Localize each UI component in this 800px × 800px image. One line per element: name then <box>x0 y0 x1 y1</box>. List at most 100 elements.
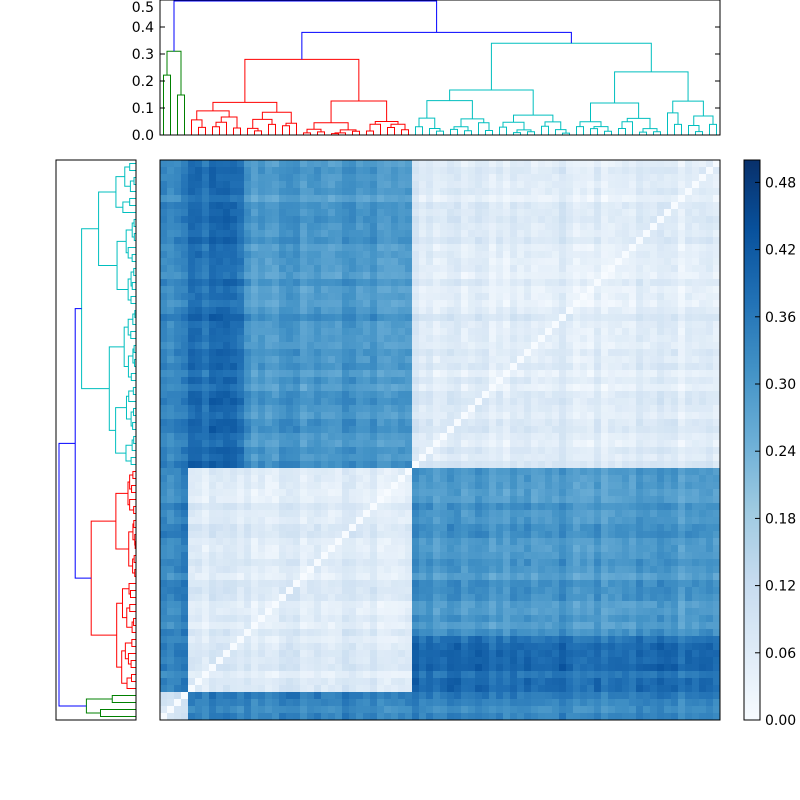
heatmap-cell <box>608 195 616 203</box>
heatmap-cell <box>531 552 539 560</box>
heatmap-cell <box>195 405 203 413</box>
heatmap-cell <box>328 587 336 595</box>
heatmap-cell <box>657 321 665 329</box>
heatmap-cell <box>202 510 210 518</box>
heatmap-cell <box>314 531 322 539</box>
heatmap-cell <box>636 391 644 399</box>
heatmap-cell <box>524 510 532 518</box>
heatmap-cell <box>601 300 609 308</box>
heatmap-cell <box>188 538 196 546</box>
heatmap-cell <box>650 398 658 406</box>
heatmap-cell <box>307 335 315 343</box>
heatmap-cell <box>713 216 721 224</box>
heatmap-cell <box>426 496 434 504</box>
heatmap-cell <box>587 363 595 371</box>
heatmap-cell <box>468 363 476 371</box>
heatmap-cell <box>475 216 483 224</box>
heatmap-cell <box>657 377 665 385</box>
heatmap-cell <box>342 321 350 329</box>
heatmap-cell <box>398 538 406 546</box>
heatmap-cell <box>216 461 224 469</box>
heatmap-cell <box>384 391 392 399</box>
heatmap-cell <box>475 461 483 469</box>
heatmap-cell <box>489 286 497 294</box>
heatmap-cell <box>671 370 679 378</box>
heatmap-cell <box>440 510 448 518</box>
heatmap-cell <box>559 496 567 504</box>
heatmap-cell <box>342 426 350 434</box>
heatmap-cell <box>510 342 518 350</box>
heatmap-cell <box>314 517 322 525</box>
heatmap-cell <box>384 559 392 567</box>
heatmap-cell <box>328 475 336 483</box>
heatmap-cell <box>181 272 189 280</box>
heatmap-cell <box>475 342 483 350</box>
heatmap-cell <box>286 237 294 245</box>
heatmap-cell <box>496 209 504 217</box>
heatmap-cell <box>594 531 602 539</box>
heatmap-cell <box>601 545 609 553</box>
heatmap-cell <box>314 272 322 280</box>
heatmap-cell <box>300 300 308 308</box>
heatmap-cell <box>370 482 378 490</box>
heatmap-cell <box>482 377 490 385</box>
heatmap-cell <box>482 370 490 378</box>
heatmap-cell <box>692 216 700 224</box>
heatmap-cell <box>258 160 266 168</box>
heatmap-cell <box>643 279 651 287</box>
heatmap-cell <box>636 265 644 273</box>
heatmap-cell <box>377 433 385 441</box>
heatmap-cell <box>594 489 602 497</box>
heatmap-cell <box>713 573 721 581</box>
heatmap-cell <box>363 293 371 301</box>
heatmap-cell <box>412 160 420 168</box>
heatmap-cell <box>566 426 574 434</box>
heatmap-cell <box>426 503 434 511</box>
heatmap-cell <box>244 363 252 371</box>
heatmap-cell <box>363 419 371 427</box>
heatmap-cell <box>475 307 483 315</box>
heatmap-cell <box>608 370 616 378</box>
heatmap-cell <box>678 209 686 217</box>
heatmap-cell <box>573 461 581 469</box>
heatmap-cell <box>286 496 294 504</box>
heatmap-cell <box>167 440 175 448</box>
heatmap-cell <box>321 349 329 357</box>
heatmap-cell <box>433 307 441 315</box>
heatmap-cell <box>545 160 553 168</box>
heatmap-cell <box>531 559 539 567</box>
heatmap-cell <box>377 531 385 539</box>
heatmap-cell <box>657 468 665 476</box>
heatmap-cell <box>314 300 322 308</box>
heatmap-cell <box>377 251 385 259</box>
heatmap-cell <box>195 328 203 336</box>
heatmap-cell <box>699 419 707 427</box>
heatmap-cell <box>433 160 441 168</box>
heatmap-cell <box>678 531 686 539</box>
heatmap-cell <box>384 594 392 602</box>
heatmap-cell <box>496 426 504 434</box>
heatmap-cell <box>342 503 350 511</box>
heatmap-cell <box>580 370 588 378</box>
heatmap-cell <box>433 279 441 287</box>
heatmap-cell <box>342 174 350 182</box>
heatmap-cell <box>279 426 287 434</box>
heatmap-cell <box>440 349 448 357</box>
heatmap-cell <box>524 454 532 462</box>
heatmap-cell <box>510 356 518 364</box>
heatmap-cell <box>447 202 455 210</box>
heatmap-cell <box>335 496 343 504</box>
heatmap-cell <box>580 510 588 518</box>
heatmap-cell <box>629 517 637 525</box>
heatmap-cell <box>601 454 609 462</box>
heatmap-cell <box>356 174 364 182</box>
heatmap-cell <box>713 181 721 189</box>
heatmap-cell <box>580 405 588 413</box>
heatmap-cell <box>321 230 329 238</box>
heatmap-cell <box>657 223 665 231</box>
heatmap-cell <box>461 559 469 567</box>
heatmap-cell <box>377 454 385 462</box>
heatmap-cell <box>699 573 707 581</box>
heatmap-cell <box>265 440 273 448</box>
heatmap-cell <box>517 265 525 273</box>
